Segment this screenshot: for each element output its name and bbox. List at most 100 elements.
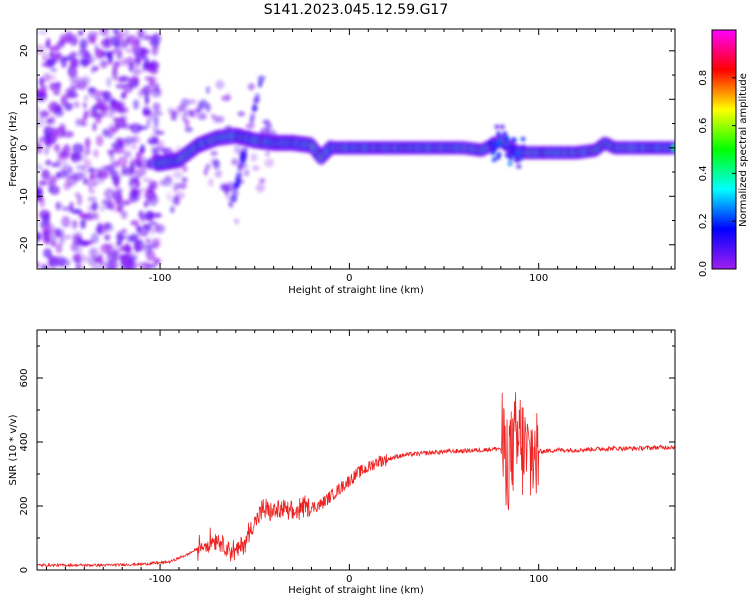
heatmap-cell: [504, 152, 510, 158]
heatmap-cell: [64, 31, 73, 43]
heatmap-cell: [55, 243, 63, 254]
heatmap-cell: [106, 77, 112, 87]
heatmap-cell: [504, 135, 510, 141]
heatmap-cell: [252, 165, 260, 171]
heatmap-cell: [205, 163, 211, 170]
heatmap-cell: [150, 237, 160, 249]
heatmap-cell: [91, 265, 102, 269]
snr-y-tick-label: 0: [19, 567, 30, 573]
heatmap-cell: [495, 154, 501, 160]
heatmap-cell: [42, 213, 51, 226]
heatmap-cell: [215, 79, 225, 90]
heatmap-cell: [37, 44, 46, 55]
heatmap-cell: [143, 224, 153, 231]
heatmap-cell: [78, 212, 86, 219]
heatmap-cell: [90, 216, 101, 221]
heatmap-cell: [130, 75, 140, 86]
spectrogram-x-tick-label: -100: [149, 273, 172, 284]
heatmap-cell: [151, 46, 159, 56]
heatmap-cell: [240, 152, 247, 158]
heatmap-cell: [144, 76, 152, 81]
heatmap-cell: [58, 233, 65, 246]
heatmap-cell: [114, 118, 127, 129]
heatmap-cell: [152, 123, 160, 134]
heatmap-cell: [103, 188, 116, 200]
heatmap-cell: [125, 48, 135, 53]
heatmap-cell: [137, 165, 149, 171]
heatmap-cell: [170, 206, 175, 214]
heatmap-cell: [146, 250, 156, 262]
heatmap-cell: [152, 102, 161, 112]
snr-x-label: Height of straight line (km): [288, 585, 424, 596]
heatmap-cell: [88, 247, 99, 257]
heatmap-cell: [83, 159, 92, 168]
heatmap-cell: [74, 259, 82, 264]
heatmap-cell: [91, 113, 97, 119]
snr-panel: -100 0 100 0 200 400 600 Height of straight li…: [8, 329, 676, 596]
heatmap-cell: [166, 192, 172, 201]
heatmap-cell: [55, 171, 61, 180]
heatmap-cell: [494, 124, 500, 130]
heatmap-cell: [43, 234, 51, 245]
heatmap-cell: [159, 179, 167, 187]
heatmap-cell: [142, 177, 149, 183]
heatmap-cell: [516, 163, 522, 169]
heatmap-cell: [491, 157, 497, 163]
heatmap-cell: [134, 158, 143, 165]
heatmap-cell: [62, 55, 75, 62]
heatmap-cell: [104, 234, 111, 241]
spectrogram-x-label: Height of straight line (km): [288, 285, 424, 296]
heatmap-cell: [91, 105, 98, 112]
heatmap-cell: [92, 122, 97, 132]
heatmap-cell: [57, 159, 69, 166]
heatmap-cell: [244, 170, 250, 177]
heatmap-cell: [99, 29, 109, 36]
heatmap-cell: [88, 36, 97, 44]
heatmap-cell: [92, 212, 99, 219]
heatmap-cell: [507, 161, 513, 167]
spectrogram-x-tick-label: 100: [529, 273, 548, 284]
heatmap-cell: [257, 75, 266, 81]
heatmap-cell: [235, 172, 243, 177]
heatmap-cell: [112, 246, 122, 255]
heatmap-cell: [499, 124, 505, 130]
heatmap-cell: [144, 94, 150, 105]
heatmap-cell: [42, 72, 51, 83]
heatmap-cell: [102, 128, 109, 137]
heatmap-cell: [502, 131, 508, 137]
heatmap-cell: [247, 83, 255, 91]
heatmap-cell: [80, 218, 87, 230]
heatmap-cell: [118, 140, 124, 149]
heatmap-cell: [205, 102, 211, 113]
heatmap-cell: [146, 118, 151, 128]
heatmap-cell: [150, 40, 160, 47]
heatmap-cell: [37, 232, 41, 242]
heatmap-cell: [108, 53, 113, 63]
heatmap-cell: [44, 146, 49, 156]
heatmap-cell: [109, 150, 115, 162]
heatmap-cell: [124, 136, 136, 144]
heatmap-cell: [41, 91, 49, 99]
heatmap-cell: [265, 151, 270, 157]
heatmap-cell: [224, 92, 232, 100]
heatmap-cell: [255, 183, 265, 193]
heatmap-cell: [117, 187, 123, 194]
heatmap-cell: [55, 201, 61, 211]
snr-ticks: -100 0 100 0 200 400 600: [19, 330, 675, 585]
heatmap-cell: [138, 210, 144, 219]
heatmap-cell: [51, 102, 57, 114]
heatmap-cell: [131, 67, 140, 78]
heatmap-cell: [210, 150, 218, 156]
heatmap-cell: [184, 109, 194, 116]
heatmap-cell: [249, 116, 255, 124]
heatmap-cell: [84, 147, 91, 156]
heatmap-cell: [45, 159, 52, 166]
heatmap-cell: [138, 232, 148, 238]
heatmap-cell: [111, 49, 117, 54]
heatmap-cell: [106, 265, 118, 269]
heatmap-cell: [118, 75, 129, 83]
heatmap-cell: [184, 119, 190, 127]
heatmap-cell: [152, 135, 159, 144]
